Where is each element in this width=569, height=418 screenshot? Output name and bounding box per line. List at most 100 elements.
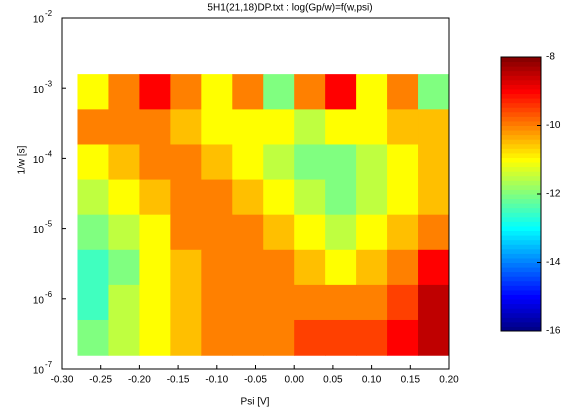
colorbar-stripe — [501, 175, 541, 181]
colorbar-stripe — [501, 207, 541, 213]
contour-cell — [108, 284, 140, 321]
contour-cell — [232, 214, 264, 251]
colorbar-stripe — [501, 248, 541, 254]
colorbar-tick-label: -12 — [546, 189, 561, 200]
contour-cell — [387, 284, 419, 321]
contour-cell — [263, 214, 295, 251]
colorbar-stripe — [501, 267, 541, 273]
colorbar-stripe — [501, 120, 541, 126]
contour-cell — [294, 74, 326, 110]
x-tick-label: 0.15 — [401, 375, 421, 386]
colorbar-stripe — [501, 212, 541, 218]
colorbar-stripe — [501, 216, 541, 222]
colorbar-stripe — [501, 308, 541, 314]
contour-cell — [139, 319, 171, 356]
colorbar-stripe — [501, 152, 541, 158]
contour-cell — [356, 144, 388, 181]
colorbar-stripe — [501, 98, 541, 104]
contour-cell — [387, 249, 419, 286]
x-tick-label: -0.30 — [51, 375, 74, 386]
contour-cell — [139, 179, 171, 216]
colorbar-stripe — [501, 239, 541, 245]
colorbar-stripe — [501, 162, 541, 168]
contour-cell — [418, 284, 450, 321]
contour-cell — [232, 179, 264, 216]
x-tick-label: 0.05 — [323, 375, 343, 386]
contour-cell — [325, 319, 357, 356]
contour-cell — [201, 249, 233, 286]
y-axis-label: 1/w [s] — [17, 145, 28, 174]
contour-cell — [294, 214, 326, 251]
colorbar-stripe — [501, 157, 541, 163]
contour-cell — [139, 284, 171, 321]
contour-cell — [201, 179, 233, 216]
colorbar-stripe — [501, 130, 541, 136]
colorbar-stripe — [501, 171, 541, 177]
colorbar-stripe — [501, 198, 541, 204]
contour-cell — [418, 144, 450, 181]
contour-cell — [263, 74, 295, 110]
colorbar-stripe — [501, 271, 541, 277]
contour-cell — [356, 319, 388, 356]
contour-cell — [356, 109, 388, 145]
contour-cell — [170, 319, 202, 356]
colorbar-stripe — [501, 57, 541, 63]
colorbar-stripe — [501, 166, 541, 172]
contour-cell — [201, 214, 233, 251]
colorbar-stripe — [501, 289, 541, 295]
contour-cell — [108, 74, 140, 110]
contour-cell — [418, 179, 450, 216]
colorbar-tick-label: -10 — [546, 120, 561, 131]
contour-cell — [201, 284, 233, 321]
contour-cell — [263, 284, 295, 321]
contour-cell — [232, 144, 264, 181]
contour-cell — [356, 179, 388, 216]
contour-cell — [263, 319, 295, 356]
y-tick-label: 10 — [33, 15, 45, 26]
contour-cell — [294, 249, 326, 286]
contour-cell — [201, 144, 233, 181]
contour-cell — [325, 109, 357, 145]
colorbar-stripe — [501, 294, 541, 300]
contour-cell — [387, 319, 419, 356]
contour-cell — [201, 109, 233, 145]
colorbar-stripe — [501, 280, 541, 286]
colorbar-stripe — [501, 93, 541, 99]
contour-cell — [77, 179, 109, 216]
colorbar-stripe — [501, 285, 541, 291]
colorbar-tick-label: -8 — [546, 52, 555, 63]
x-axis-label: Psi [V] — [241, 397, 270, 408]
contour-cell — [387, 109, 419, 145]
contour-cell — [232, 319, 264, 356]
x-tick-label: -0.10 — [205, 375, 228, 386]
colorbar-stripe — [501, 276, 541, 282]
contour-cell — [108, 109, 140, 145]
colorbar-stripe — [501, 235, 541, 241]
contour-cell — [263, 179, 295, 216]
colorbar-stripe — [501, 70, 541, 76]
colorbar-stripe — [501, 262, 541, 268]
contour-cell — [387, 179, 419, 216]
contour-cell — [325, 214, 357, 251]
colorbar-tick-label: -14 — [546, 257, 561, 268]
contour-cell — [201, 74, 233, 110]
contour-cell — [201, 319, 233, 356]
colorbar-stripe — [501, 125, 541, 131]
colorbar-stripe — [501, 88, 541, 95]
contour-cell — [263, 144, 295, 181]
contour-cell — [170, 179, 202, 216]
colorbar-stripe — [501, 107, 541, 113]
contour-cell — [325, 179, 357, 216]
y-tick-exponent: -3 — [45, 79, 53, 88]
contour-cell — [108, 179, 140, 216]
contour-cell — [356, 249, 388, 286]
contour-cell — [325, 74, 357, 110]
colorbar-stripe — [501, 253, 541, 259]
x-tick-label: 0.20 — [439, 375, 459, 386]
contour-cell — [232, 284, 264, 321]
contour-cell — [170, 284, 202, 321]
colorbar-stripe — [501, 303, 541, 309]
colorbar-stripe — [501, 111, 541, 117]
contour-cell — [356, 214, 388, 251]
